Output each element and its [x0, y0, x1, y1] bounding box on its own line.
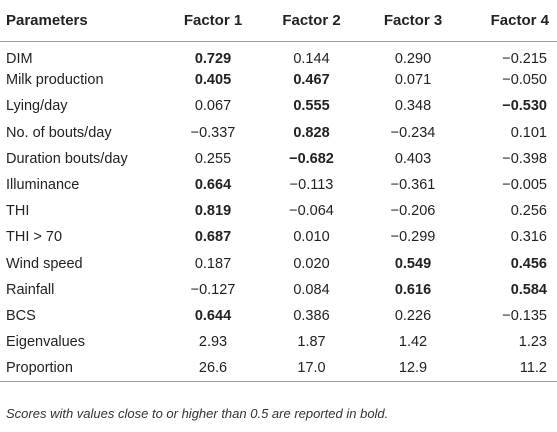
table-row: Milk production 0.405 0.467 0.071 −0.050 [0, 67, 557, 93]
factor-loadings-table: Parameters Factor 1 Factor 2 Factor 3 Fa… [0, 0, 557, 382]
parameter-name: Eigenvalues [6, 334, 85, 351]
factor-3-value: −0.206 [390, 203, 436, 220]
table-row: Lying/day 0.067 0.555 0.348 −0.530 [0, 93, 557, 119]
table-footnote: Scores with values close to or higher th… [6, 406, 389, 421]
factor-4-value: −0.215 [502, 50, 547, 67]
factor-3-value: 0.348 [394, 98, 432, 115]
factor-2-value: 0.010 [293, 229, 330, 246]
factor-4-value: 0.101 [510, 124, 547, 141]
table-header: Parameters Factor 1 Factor 2 Factor 3 Fa… [0, 0, 557, 41]
factor-1-value: 0.644 [194, 307, 232, 324]
factor-4-value: −0.135 [502, 307, 547, 324]
table-row: Proportion 26.6 17.0 12.9 11.2 [0, 355, 557, 382]
factor-2-value: 1.87 [297, 334, 326, 351]
factor-2-value: −0.064 [289, 203, 334, 220]
parameter-name: Lying/day [6, 98, 68, 115]
factor-3-value: 0.616 [394, 281, 432, 298]
table-row: Duration bouts/day 0.255 −0.682 0.403 −0.398 [0, 146, 557, 172]
parameter-name: Illuminance [6, 177, 80, 194]
header-parameters: Parameters [6, 11, 88, 29]
factor-3-value: 1.42 [398, 334, 428, 351]
factor-2-value: 17.0 [297, 360, 326, 377]
factor-4-value: −0.398 [502, 150, 547, 167]
factor-1-value: 2.93 [198, 334, 228, 351]
factor-1-value: −0.127 [190, 281, 236, 298]
factor-4-value: −0.050 [502, 72, 547, 89]
factor-3-value: 0.290 [394, 50, 432, 67]
factor-1-value: −0.337 [190, 124, 236, 141]
table-row: Wind speed 0.187 0.020 0.549 0.456 [0, 251, 557, 277]
factor-3-value: 0.071 [394, 72, 432, 89]
factor-2-value: 0.144 [293, 50, 330, 67]
factor-4-value: 0.456 [510, 255, 547, 272]
parameter-name: Duration bouts/day [6, 150, 128, 167]
factor-2-value: 0.020 [293, 255, 330, 272]
factor-1-value: 0.687 [194, 229, 232, 246]
factor-2-value: −0.682 [289, 150, 334, 167]
factor-4-value: −0.530 [502, 98, 547, 115]
factor-2-value: 0.828 [293, 124, 330, 141]
factor-1-value: 0.664 [194, 177, 232, 194]
factor-4-value: 0.256 [510, 203, 547, 220]
factor-1-value: 26.6 [198, 360, 228, 377]
table-row: THI 0.819 −0.064 −0.206 0.256 [0, 198, 557, 224]
parameter-name: Milk production [6, 72, 104, 89]
factor-4-value: 0.316 [510, 229, 547, 246]
factor-1-value: 0.729 [194, 50, 232, 67]
factor-4-value: 1.23 [518, 334, 547, 351]
parameter-name: Wind speed [6, 255, 83, 272]
table-row: Illuminance 0.664 −0.113 −0.361 −0.005 [0, 172, 557, 198]
factor-1-value: 0.067 [194, 98, 232, 115]
table-row: Eigenvalues 2.93 1.87 1.42 1.23 [0, 329, 557, 355]
parameter-name: Proportion [6, 360, 73, 377]
header-factor-2: Factor 2 [282, 11, 341, 29]
factor-3-value: −0.361 [390, 177, 436, 194]
header-factor-1: Factor 1 [183, 11, 243, 29]
parameter-name: Rainfall [6, 281, 55, 298]
table-row: THI > 70 0.687 0.010 −0.299 0.316 [0, 224, 557, 250]
parameter-name: BCS [6, 307, 36, 324]
table-row: No. of bouts/day −0.337 0.828 −0.234 0.101 [0, 120, 557, 146]
factor-1-value: 0.187 [194, 255, 232, 272]
factor-2-value: −0.113 [289, 177, 334, 194]
table-row: DIM 0.729 0.144 0.290 −0.215 [0, 41, 557, 67]
factor-3-value: −0.234 [390, 124, 436, 141]
factor-3-value: 0.226 [394, 307, 432, 324]
factor-2-value: 0.084 [293, 281, 330, 298]
table-body: DIM 0.729 0.144 0.290 −0.215 Milk production 0… [0, 41, 557, 382]
parameter-name: DIM [6, 50, 33, 67]
parameter-name: No. of bouts/day [6, 124, 112, 141]
factor-4-value: 0.584 [510, 281, 547, 298]
factor-4-value: 11.2 [519, 360, 547, 377]
factor-4-value: −0.005 [502, 177, 547, 194]
factor-3-value: 0.549 [394, 255, 432, 272]
header-row: Parameters Factor 1 Factor 2 Factor 3 Fa… [0, 0, 557, 41]
factor-3-value: 12.9 [398, 360, 428, 377]
factor-1-value: 0.405 [194, 72, 232, 89]
table-row: Rainfall −0.127 0.084 0.616 0.584 [0, 277, 557, 303]
table-row: BCS 0.644 0.386 0.226 −0.135 [0, 303, 557, 329]
parameter-name: THI [6, 203, 30, 220]
factor-1-value: 0.819 [194, 203, 232, 220]
factor-1-value: 0.255 [194, 150, 232, 167]
factor-3-value: 0.403 [394, 150, 432, 167]
factor-3-value: −0.299 [390, 229, 436, 246]
header-factor-4: Factor 4 [490, 11, 549, 29]
parameter-name: THI > 70 [6, 229, 63, 246]
factor-2-value: 0.555 [293, 98, 330, 115]
factor-2-value: 0.386 [293, 307, 330, 324]
factor-2-value: 0.467 [293, 72, 330, 89]
header-factor-3: Factor 3 [383, 11, 443, 29]
